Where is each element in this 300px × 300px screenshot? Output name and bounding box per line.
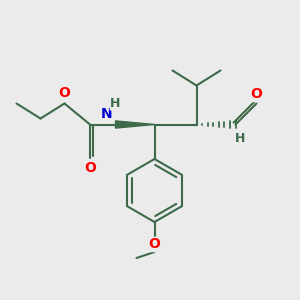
Text: H: H <box>235 131 245 145</box>
Text: N: N <box>101 107 112 121</box>
Text: O: O <box>250 88 262 101</box>
Text: O: O <box>84 161 96 175</box>
Text: H: H <box>110 97 121 110</box>
Polygon shape <box>116 121 154 128</box>
Text: O: O <box>58 86 70 100</box>
Text: O: O <box>148 238 160 251</box>
